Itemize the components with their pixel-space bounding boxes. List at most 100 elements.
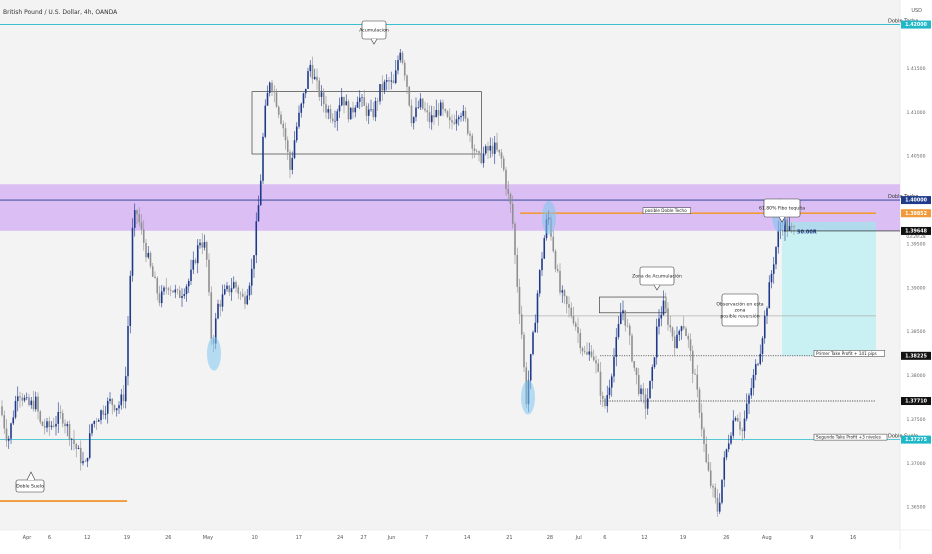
candle-body-70: [158, 293, 161, 304]
candle-body-322: [725, 449, 728, 458]
candle-body-150: [338, 105, 341, 112]
time-tick-15: Jul: [575, 535, 582, 541]
candle-body-14: [32, 400, 35, 410]
candle-body-240: [541, 258, 543, 271]
time-tick-17: 12: [641, 535, 647, 541]
candle-body-26: [59, 411, 62, 413]
candle-body-3: [7, 438, 10, 441]
candle-body-306: [689, 339, 692, 351]
candle-body-143: [322, 92, 325, 105]
candle-body-125: [282, 123, 285, 129]
candle-body-319: [718, 502, 721, 512]
candle-body-97: [219, 303, 222, 307]
candle-body-62: [140, 222, 143, 230]
candle-body-289: [651, 367, 654, 381]
candle-body-178: [401, 52, 404, 63]
candle-body-296: [667, 308, 669, 325]
candle-body-192: [433, 115, 435, 118]
time-tick-0: Apr: [23, 535, 33, 541]
candle-body-195: [439, 102, 442, 116]
candle-body-21: [48, 421, 51, 428]
candle-body-121: [273, 90, 276, 93]
badge-tp2-text: 1.37710: [905, 399, 928, 405]
candle-body-111: [250, 268, 253, 286]
symbol-title: British Pound / U.S. Dollar, 4h, OANDA: [3, 9, 118, 16]
candle-body-203: [457, 117, 460, 120]
candle-body-239: [538, 270, 541, 294]
candle-body-316: [712, 485, 714, 488]
time-tick-13: 21: [506, 535, 512, 541]
candle-body-54: [122, 394, 125, 402]
time-tick-5: May: [203, 535, 213, 541]
highlight-ellipse-0: [207, 336, 221, 371]
candle-body-335: [754, 364, 757, 375]
candle-body-250: [563, 290, 566, 297]
candle-body-32: [73, 438, 75, 445]
price-tick-2: 1.41000: [907, 110, 926, 116]
candle-body-189: [426, 110, 429, 113]
candle-body-88: [199, 242, 201, 246]
candle-body-174: [392, 80, 395, 84]
badge-level-1: [901, 20, 931, 29]
callout-observacion-text-0: Observación en esta: [716, 301, 763, 308]
candle-body-219: [493, 142, 496, 154]
candle-body-63: [142, 229, 145, 243]
candle-body-2: [5, 428, 8, 441]
candle-body-133: [300, 103, 303, 113]
candle-body-165: [372, 109, 375, 118]
candle-body-147: [331, 118, 334, 122]
candle-body-55: [124, 376, 127, 402]
candle-body-216: [487, 146, 489, 151]
candle-body-175: [394, 70, 397, 84]
candle-body-285: [642, 388, 645, 395]
rr-label: 50.00R: [797, 230, 817, 236]
candle-body-155: [349, 107, 352, 120]
candle-body-265: [597, 363, 600, 372]
purple-resistance-zone: [0, 184, 900, 231]
candle-body-145: [327, 109, 330, 113]
candle-body-24: [55, 423, 57, 427]
callout-observacion-text-1: zona: [735, 309, 746, 314]
candle-body-310: [698, 389, 701, 413]
candle-body-75: [169, 289, 172, 291]
callout-acumulacion-pointer: [370, 38, 378, 45]
candle-body-303: [682, 326, 685, 329]
candle-body-245: [552, 236, 555, 252]
candle-body-241: [543, 238, 546, 259]
time-tick-19: 26: [723, 535, 729, 541]
candle-body-238: [536, 293, 539, 323]
candle-body-149: [336, 111, 339, 121]
candle-body-68: [154, 276, 156, 279]
candle-body-223: [502, 158, 505, 170]
candle-body-117: [264, 105, 267, 137]
time-tick-21: 9: [810, 535, 813, 541]
candle-body-340: [766, 308, 768, 316]
candle-body-173: [390, 80, 393, 82]
badge-level-2-text: 1.40000: [905, 198, 928, 204]
candle-body-16: [37, 396, 39, 412]
time-tick-2: 12: [84, 535, 90, 541]
badge-level-3: [901, 435, 931, 444]
candle-body-60: [136, 210, 138, 215]
candle-body-200: [451, 120, 453, 123]
candle-body-180: [406, 75, 408, 87]
candle-body-318: [716, 497, 719, 512]
candle-body-273: [615, 337, 618, 357]
candle-body-279: [628, 325, 631, 336]
price-tick-3: 1.40500: [907, 154, 926, 160]
price-tick-7: 1.38500: [907, 329, 926, 335]
candle-body-294: [662, 300, 665, 315]
candle-body-86: [194, 259, 197, 264]
candle-body-146: [329, 109, 332, 119]
candle-body-225: [507, 189, 510, 194]
candle-body-184: [415, 107, 417, 118]
candle-body-264: [595, 360, 597, 364]
candle-body-160: [361, 97, 363, 98]
candle-body-312: [703, 429, 705, 444]
candle-body-350: [788, 226, 791, 231]
candle-body-91: [205, 242, 208, 260]
candle-body-183: [412, 117, 415, 124]
time-tick-14: 28: [547, 535, 553, 541]
